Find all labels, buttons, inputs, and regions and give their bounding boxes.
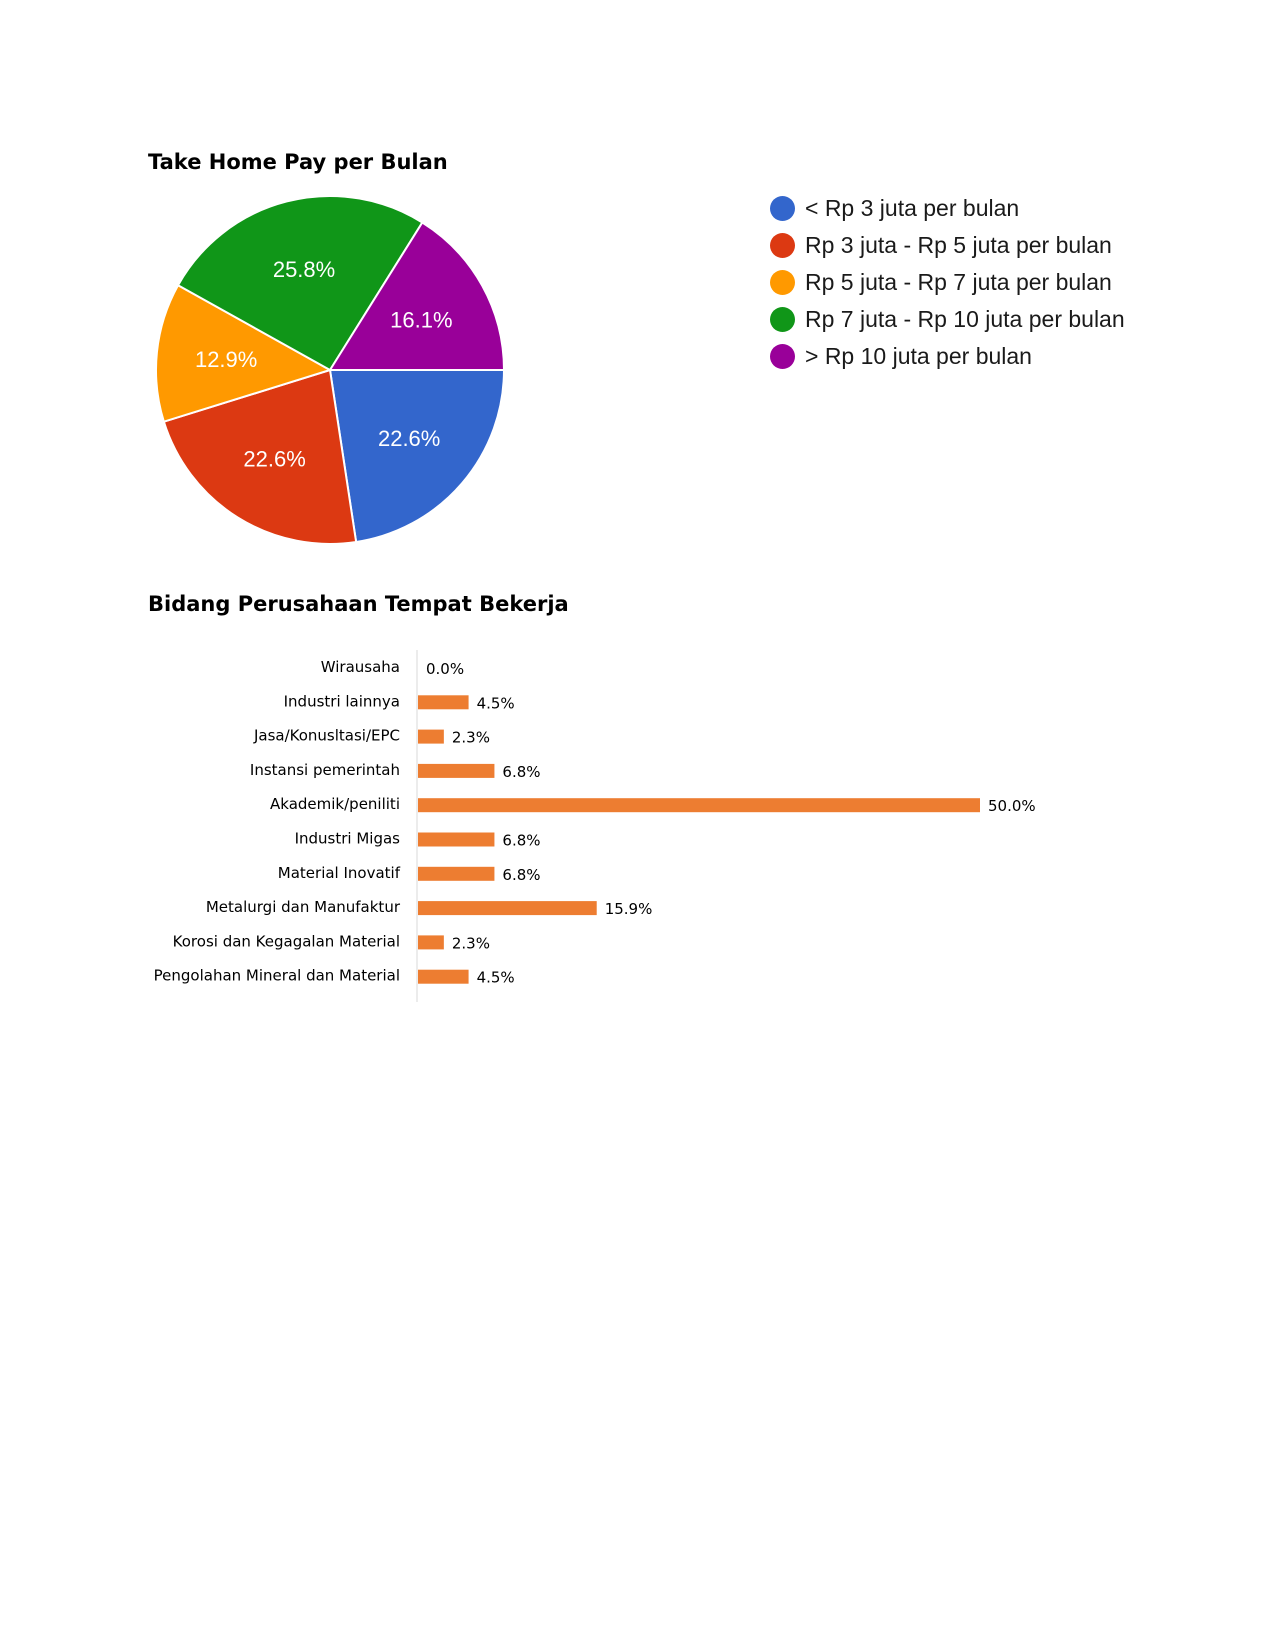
bar-category-label: Industri Migas [295, 830, 401, 848]
bar [418, 901, 597, 916]
bar-category-label: Akademik/peniliti [270, 795, 400, 813]
pie-slice [162, 368, 358, 545]
legend-item: Rp 5 juta - Rp 7 juta per bulan [770, 264, 1125, 301]
legend-swatch [770, 270, 795, 295]
bar-chart: Wirausaha 0.0% Industri lainnya 4.5% Jasa/Ko… [154, 650, 1036, 1002]
bar-value-label: 50.0% [988, 797, 1036, 815]
bar-chart-title: Bidang Perusahaan Tempat Bekerja [148, 592, 569, 616]
pie-slice [328, 369, 506, 544]
bar-value-label: 15.9% [605, 900, 653, 918]
legend-swatch [770, 233, 795, 258]
bar-category-label: Industri lainnya [284, 692, 400, 710]
legend-label: Rp 7 juta - Rp 10 juta per bulan [805, 306, 1125, 332]
legend-item: > Rp 10 juta per bulan [770, 338, 1125, 375]
bar-category-label: Material Inovatif [278, 864, 401, 882]
legend-label: Rp 5 juta - Rp 7 juta per bulan [805, 269, 1112, 295]
bar [418, 832, 495, 847]
pie-chart: 22.6% 22.6% 12.9% 25.8% 16.1% [155, 195, 506, 545]
bar-category-label: Metalurgi dan Manufaktur [206, 898, 401, 916]
bar [418, 866, 495, 881]
pie-slice-label: 16.1% [390, 307, 452, 332]
bar-value-label: 6.8% [502, 832, 540, 850]
bar-value-label: 4.5% [477, 694, 515, 712]
pie-slice-label: 22.6% [243, 446, 305, 471]
bar-category-label: Wirausaha [321, 658, 400, 676]
legend-swatch [770, 196, 795, 221]
legend-item: < Rp 3 juta per bulan [770, 190, 1125, 227]
pie-slice-label: 22.6% [378, 426, 440, 451]
bar-value-label: 2.3% [452, 934, 490, 952]
bar-category-label: Instansi pemerintah [250, 761, 400, 779]
legend-label: < Rp 3 juta per bulan [805, 195, 1020, 221]
bar [418, 763, 495, 778]
legend-swatch [770, 307, 795, 332]
bar-value-label: 0.0% [426, 660, 464, 678]
legend-swatch [770, 344, 795, 369]
bar-value-label: 6.8% [502, 866, 540, 884]
pie-slice [155, 283, 333, 423]
bar-category-label: Pengolahan Mineral dan Material [154, 967, 400, 985]
pie-slice [328, 221, 506, 371]
bar-category-label: Korosi dan Kegagalan Material [173, 932, 400, 950]
legend-item: Rp 7 juta - Rp 10 juta per bulan [770, 301, 1125, 338]
legend-label: > Rp 10 juta per bulan [805, 343, 1032, 369]
bar-value-label: 4.5% [477, 969, 515, 987]
legend-item: Rp 3 juta - Rp 5 juta per bulan [770, 227, 1125, 264]
bar [418, 695, 469, 710]
bar [418, 969, 469, 984]
pie-legend: < Rp 3 juta per bulan Rp 3 juta - Rp 5 ju… [770, 190, 1125, 375]
bar [418, 935, 444, 950]
legend-label: Rp 3 juta - Rp 5 juta per bulan [805, 232, 1112, 258]
bar-category-label: Jasa/Konusltasi/EPC [253, 727, 400, 745]
pie-slice-label: 25.8% [273, 257, 335, 282]
bar-value-label: 2.3% [452, 729, 490, 747]
pie-chart-title: Take Home Pay per Bulan [148, 150, 448, 174]
bar [418, 798, 980, 813]
pie-slice-label: 12.9% [195, 347, 257, 372]
pie-slice [176, 195, 424, 372]
bar [418, 729, 444, 744]
bar-value-label: 6.8% [502, 763, 540, 781]
